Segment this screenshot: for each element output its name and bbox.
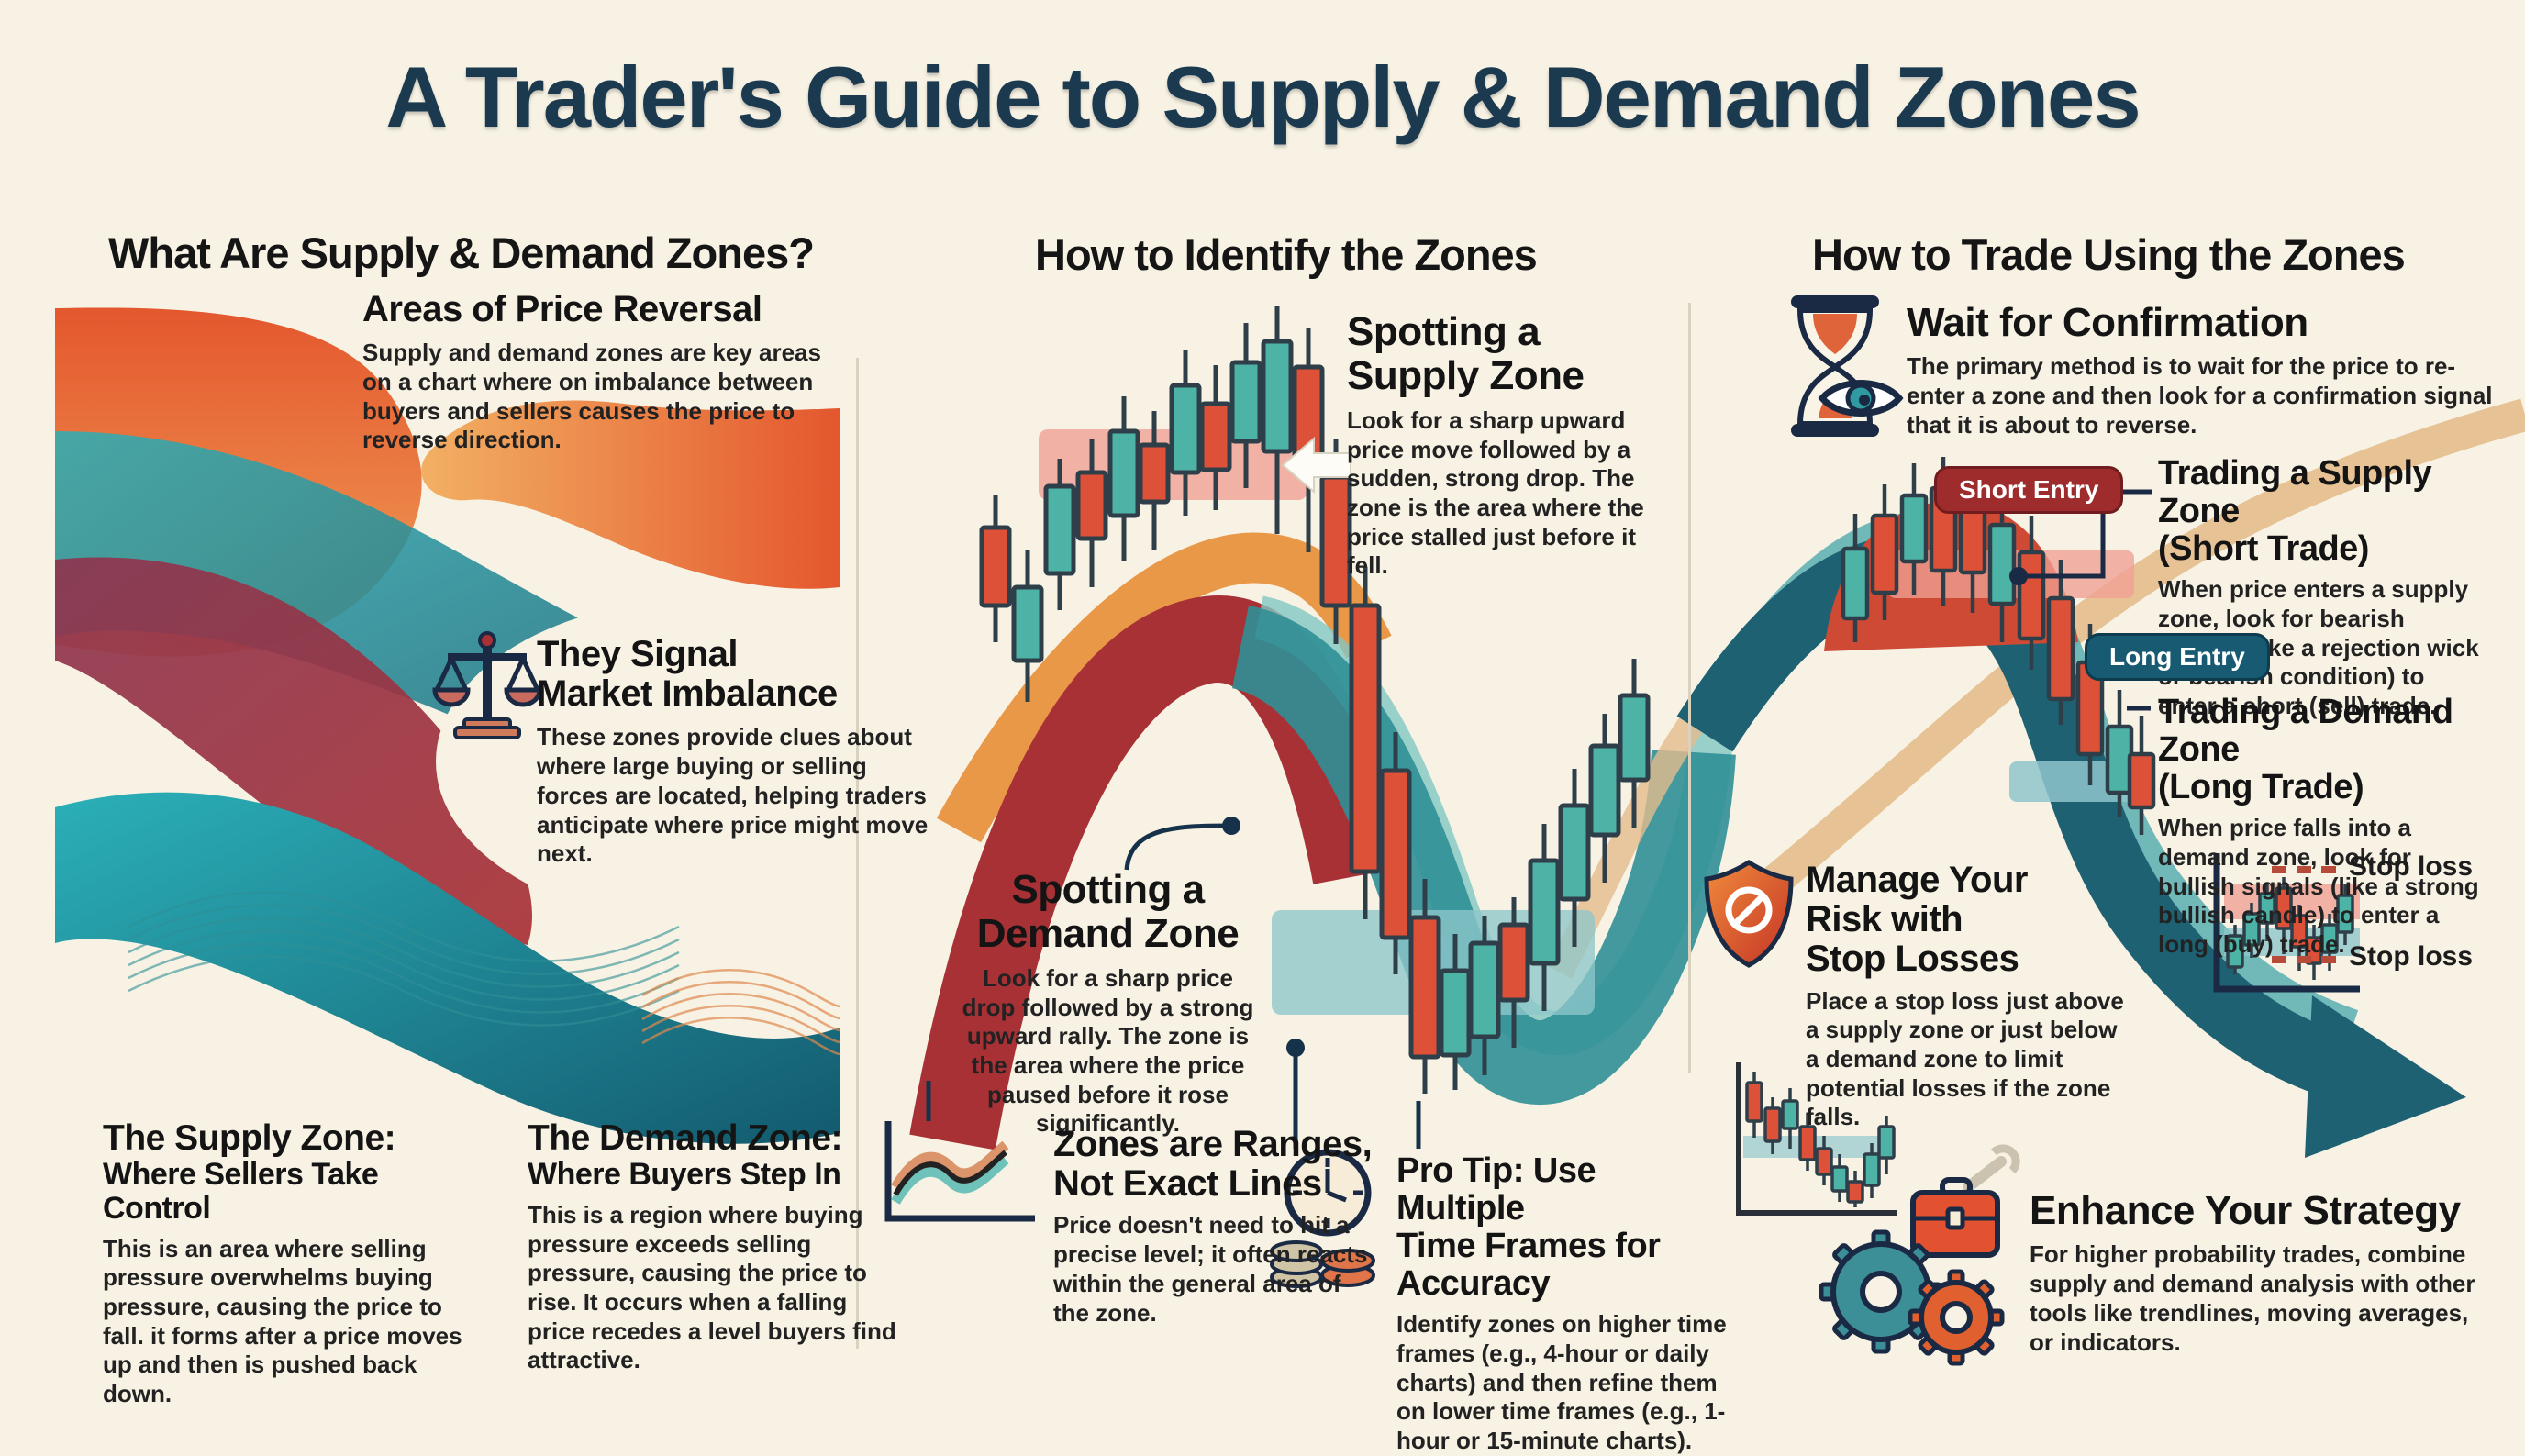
block-title-line1: Zones are Ranges, xyxy=(1053,1124,1373,1164)
block-title-line1: Trading a Supply Zone xyxy=(2158,454,2432,531)
column-divider xyxy=(856,358,859,1349)
balance-scale-icon xyxy=(432,631,542,739)
block-body: Price doesn't need to hit a precise leve… xyxy=(1053,1211,1368,1327)
long-entry-badge: Long Entry xyxy=(2085,633,2270,681)
block-title-line2: Not Exact Lines xyxy=(1053,1163,1322,1205)
block-title-line2: (Short Trade) xyxy=(2158,529,2369,569)
block-title-line2: Where Buyers Step In xyxy=(528,1157,841,1193)
column-heading-what: What Are Supply & Demand Zones? xyxy=(108,228,815,277)
hourglass-eye-icon xyxy=(1791,295,1904,437)
spotting-supply-zone-block: Spotting a Supply Zone Look for a sharp … xyxy=(1347,309,1663,581)
block-title-line2: (Long Trade) xyxy=(2158,768,2364,807)
short-entry-badge: Short Entry xyxy=(1934,466,2124,514)
pro-tip-label: Pro Tip: xyxy=(1396,1151,1524,1190)
block-title-line1: The Supply Zone: xyxy=(103,1118,396,1158)
block-title: Wait for Confirmation xyxy=(1907,300,2308,345)
pro-tip-title-rest: Use Multiple xyxy=(1396,1151,1596,1228)
block-title-line2: Market Imbalance xyxy=(537,673,838,715)
pro-tip-block: Pro Tip: Use Multiple Time Frames for Ac… xyxy=(1396,1151,1731,1456)
block-body: Identify zones on higher time frames (e.… xyxy=(1396,1310,1727,1454)
column-heading-trade: How to Trade Using the Zones xyxy=(1812,230,2406,279)
block-title-line1: Trading a Demand Zone xyxy=(2158,693,2453,770)
price-dome xyxy=(1824,500,2078,651)
trading-demand-zone-block: Trading a Demand Zone (Long Trade) When … xyxy=(2158,693,2479,960)
wait-for-confirmation-block: Wait for Confirmation The primary method… xyxy=(1907,300,2494,440)
demand-zone-block: The Demand Zone: Where Buyers Step In Th… xyxy=(528,1118,904,1375)
supply-zone-band xyxy=(1039,429,1307,500)
manage-risk-block: Manage Your Risk with Stop Losses Place … xyxy=(1806,860,2145,1132)
page-title: A Trader's Guide to Supply & Demand Zone… xyxy=(385,49,2141,145)
block-body: The primary method is to wait for the pr… xyxy=(1907,352,2493,439)
block-body: Supply and demand zones are key areas on… xyxy=(362,339,821,454)
trading-supply-zone-block: Trading a Supply Zone (Short Trade) When… xyxy=(2158,454,2479,721)
block-body: These zones provide clues about where la… xyxy=(537,723,929,868)
block-title-line1: The Demand Zone: xyxy=(528,1118,843,1158)
block-body: This is an area where selling pressure o… xyxy=(103,1234,462,1408)
left-arrow-icon xyxy=(1281,436,1351,495)
block-body: Place a stop loss just above a supply zo… xyxy=(1806,986,2124,1131)
stop-loss-label-top: Stop loss xyxy=(2349,851,2474,882)
stop-loss-label-bottom: Stop loss xyxy=(2349,941,2474,972)
fine-wave-lines-teal xyxy=(128,891,680,1027)
fine-wave-lines-orange xyxy=(641,969,841,1056)
supply-zone-band xyxy=(1888,550,2134,598)
block-title: Areas of Price Reversal xyxy=(362,289,762,329)
block-title-line3: Stop Losses xyxy=(1806,939,2019,980)
block-body: For higher probability trades, combine s… xyxy=(2030,1240,2475,1356)
block-title-line2: Supply Zone xyxy=(1347,353,1585,399)
block-body: This is a region where buying pressure e… xyxy=(528,1200,896,1374)
block-title: Enhance Your Strategy xyxy=(2030,1188,2461,1233)
block-title-line2: Where Sellers Take Control xyxy=(103,1157,379,1226)
block-body: Look for a sharp upward price move follo… xyxy=(1347,406,1644,580)
enhance-strategy-block: Enhance Your Strategy For higher probabi… xyxy=(2030,1188,2488,1357)
column-divider xyxy=(1688,303,1691,1073)
supply-zone-block: The Supply Zone: Where Sellers Take Cont… xyxy=(103,1118,465,1409)
market-imbalance-block: They Signal Market Imbalance These zones… xyxy=(537,634,931,869)
pro-tip-title-line2: Time Frames for Accuracy xyxy=(1396,1227,1661,1304)
shield-stop-icon xyxy=(1704,860,1794,968)
block-body: Look for a sharp price drop followed by … xyxy=(962,963,1254,1138)
column-heading-identify: How to Identify the Zones xyxy=(1035,230,1538,279)
gear-icon xyxy=(1819,1229,2005,1366)
spotting-demand-zone-block: Spotting a Demand Zone Look for a sharp … xyxy=(954,867,1262,1139)
block-title-line2: Demand Zone xyxy=(976,911,1240,957)
block-title-line1: Manage Your xyxy=(1806,860,2028,900)
toolbox-icon xyxy=(1910,1144,2020,1258)
block-title-line1: Spotting a xyxy=(1347,309,1541,354)
trend-arrow-icon xyxy=(2305,995,2466,1158)
demand-zone-band xyxy=(1272,910,1595,1015)
zones-are-ranges-block: Zones are Ranges, Not Exact Lines Price … xyxy=(1053,1124,1374,1328)
demand-zone-band xyxy=(2009,761,2147,802)
block-title-line1: Spotting a xyxy=(1011,867,1205,912)
block-body: When price falls into a demand zone, loo… xyxy=(2158,814,2479,958)
block-title-line2: Risk with xyxy=(1806,899,1963,940)
areas-of-price-reversal-block: Areas of Price Reversal Supply and deman… xyxy=(362,289,830,455)
block-title-line1: They Signal xyxy=(537,634,739,674)
